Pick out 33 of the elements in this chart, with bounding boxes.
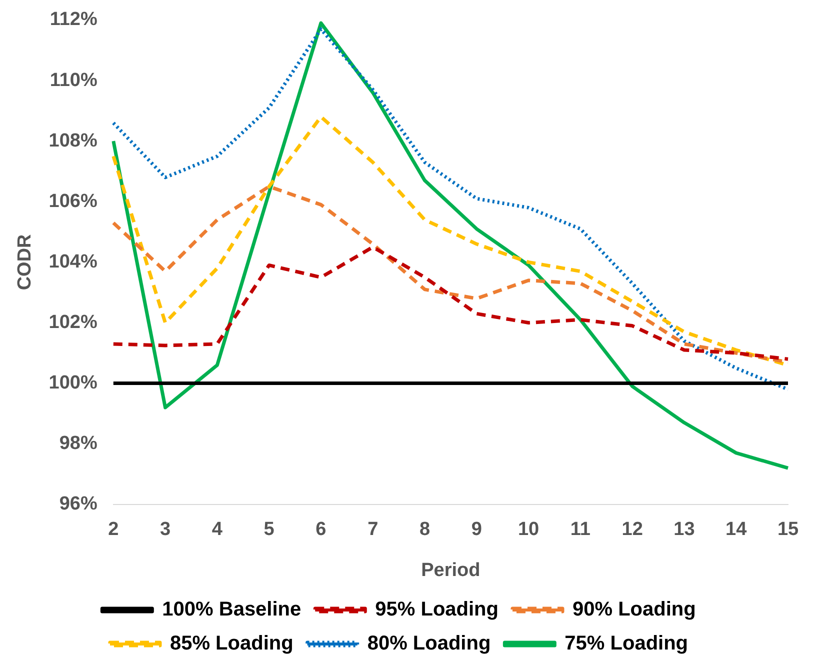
line-series: [112, 245, 790, 361]
y-tick-label: 104%: [48, 251, 98, 272]
y-tick-label: 98%: [59, 433, 98, 454]
x-tick-label: 3: [160, 519, 171, 540]
y-axis-title: CODR: [14, 234, 36, 290]
y-tick-label: 102%: [48, 312, 98, 333]
y-tick-label: 108%: [48, 130, 98, 152]
x-tick-label: 6: [316, 519, 326, 540]
line-series: [112, 184, 790, 364]
legend-label: 100% Baseline: [162, 598, 302, 621]
x-tick-label: 4: [212, 519, 223, 540]
x-tick-label: 15: [777, 519, 799, 540]
legend-label: 85% Loading: [170, 632, 294, 655]
x-tick-label: 9: [471, 519, 482, 540]
y-tick-label: 112%: [50, 9, 98, 30]
x-axis-title: Period: [421, 560, 480, 581]
x-tick-label: 10: [518, 519, 540, 540]
y-tick-label: 96%: [59, 494, 98, 515]
x-tick-label: 7: [368, 519, 378, 540]
y-tick-label: 110%: [50, 70, 98, 91]
y-tick-label: 100%: [48, 372, 98, 394]
x-tick-label: 12: [622, 519, 643, 540]
x-tick-label: 5: [264, 519, 275, 540]
x-tick-label: 13: [674, 519, 695, 540]
x-tick-label: 2: [108, 519, 119, 540]
legend-label: 95% Loading: [375, 598, 498, 621]
x-tick-label: 8: [419, 519, 430, 540]
legend-label: 90% Loading: [572, 598, 696, 621]
legend-label: 75% Loading: [564, 632, 688, 655]
x-tick-label: 14: [726, 519, 748, 540]
y-tick-label: 106%: [48, 190, 98, 212]
legend-label: 80% Loading: [367, 632, 491, 655]
x-tick-label: 11: [570, 519, 591, 540]
